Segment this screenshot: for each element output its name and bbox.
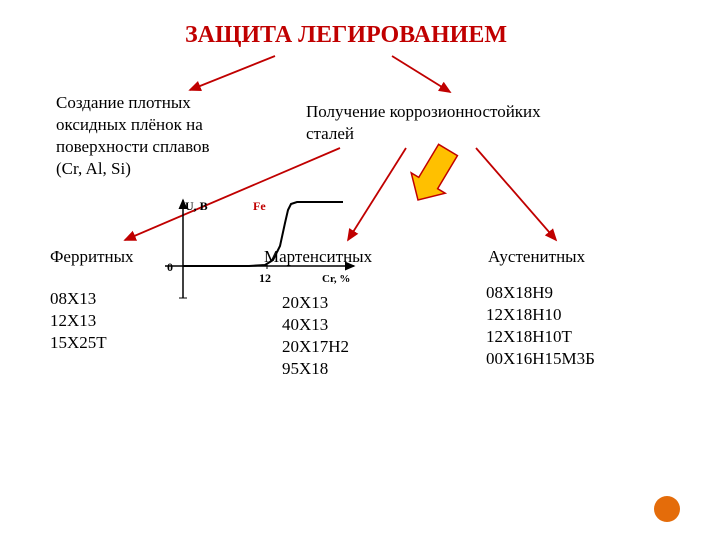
grades-austenitic: 08Х18Н912Х18Н1012Х18Н10Т00Х16Н15М3Б [486,282,595,370]
hierarchy-arrow [190,56,275,90]
origin-label: 0 [167,260,173,274]
block-arrow [411,144,457,200]
potential-chart: 0 12 U, B Cr, % Fe [145,198,360,316]
branch-right-text: Получение коррозионностойкихсталей [306,101,606,145]
slide-dot-icon [654,496,680,522]
xlabel: Cr, % [322,273,350,285]
header-austenitic: Аустенитных [488,246,585,268]
grades-ferritic: 08Х1312Х1315Х25Т [50,288,107,354]
arrow-layer [0,0,720,540]
page-title: ЗАЩИТА ЛЕГИРОВАНИЕМ [185,22,507,49]
hierarchy-arrow [476,148,556,240]
fe-label: Fe [253,199,266,213]
ylabel: U, B [185,199,208,213]
hierarchy-arrow [392,56,450,92]
xtick-label: 12 [259,271,271,285]
branch-left-text: Создание плотныхоксидных плёнок наповерх… [56,92,276,180]
header-ferritic: Ферритных [50,246,134,268]
